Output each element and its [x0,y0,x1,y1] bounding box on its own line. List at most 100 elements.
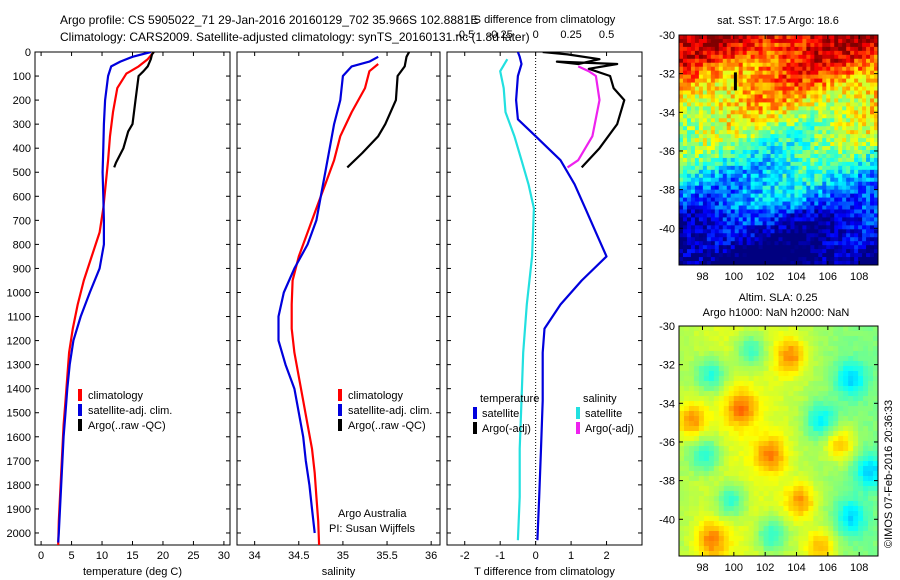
heatmap-cell [823,461,829,467]
heatmap-cell [822,134,827,139]
heatmap-cell [858,161,863,167]
heatmap-cell [858,197,863,203]
heatmap-cell [750,150,756,155]
heatmap-cell [753,466,760,472]
heatmap-cell [773,371,780,377]
heatmap-cell [679,177,684,183]
heatmap-cell [738,130,744,135]
heatmap-cell [802,110,807,115]
heatmap-cell [702,221,708,226]
heatmap-cell [714,42,720,48]
heatmap-cell [834,161,839,167]
heatmap-cell [790,177,796,183]
heatmap-cell [722,126,728,131]
heatmap-cell [743,436,750,442]
x-tick-label: 102 [756,271,774,283]
heatmap-cell [858,481,864,487]
heatmap-cell [683,521,690,527]
heatmap-cell [738,516,745,522]
heatmap-cell [870,66,875,72]
heatmap-cell [863,416,869,422]
heatmap-cell [738,456,745,462]
heatmap-cell [754,209,760,215]
heatmap-cell [758,62,764,68]
heatmap-cell [734,134,740,139]
heatmap-cell [854,249,859,254]
heatmap-cell [828,401,834,407]
heatmap-cell [818,257,823,262]
heatmap-cell [826,66,831,72]
heatmap-cell [734,233,740,238]
heatmap-cell [870,161,875,167]
heatmap-cell [742,241,748,246]
heatmap-cell [728,396,735,402]
heatmap-cell [798,486,804,492]
heatmap-cell [782,241,788,246]
heatmap-cell [748,426,755,432]
heatmap-cell [746,249,752,254]
heatmap-cell [782,122,788,127]
heatmap-cell [874,70,878,76]
heatmap-cell [778,461,785,467]
heatmap-cell [682,261,688,265]
heatmap-cell [850,62,855,68]
heatmap-cell [853,496,859,502]
heatmap-cell [793,456,799,462]
heatmap-cell [773,441,780,447]
heatmap-cell [818,225,823,230]
heatmap-cell [863,436,869,442]
heatmap-cell [770,197,776,203]
heatmap-cell [763,396,770,402]
heatmap-cell [766,217,772,222]
heatmap-cell [679,102,684,107]
x-tick-label: 25 [187,550,199,562]
heatmap-cell [688,481,695,487]
heatmap-cell [738,536,745,542]
legend-label: satellite [585,408,622,420]
heatmap-cell [690,177,696,183]
heatmap-cell [854,181,859,187]
heatmap-cell [766,122,772,127]
heatmap-cell [766,237,772,242]
heatmap-cell [798,169,803,175]
heatmap-cell [854,229,859,234]
heatmap-cell [874,122,878,127]
heatmap-cell [770,205,776,211]
heatmap-cell [833,541,839,547]
heatmap-cell [813,506,819,512]
heatmap-cell [846,150,851,155]
heatmap-cell [788,511,795,517]
heatmap-cell [838,233,843,238]
heatmap-cell [679,336,685,342]
heatmap-cell [679,466,685,472]
heatmap-cell [708,326,715,332]
heatmap-cell [794,118,799,123]
heatmap-cell [710,245,716,250]
heatmap-cell [830,261,835,265]
heatmap-cell [742,181,748,187]
heatmap-cell [830,257,835,262]
heatmap-cell [862,201,867,207]
s-diff-axis-label: S difference from climatology [474,14,616,26]
heatmap-cell [754,138,760,143]
heatmap-cell [730,62,736,68]
heatmap-cell [806,82,811,88]
heatmap-cell [690,201,696,207]
heatmap-cell [723,371,730,377]
heatmap-cell [798,361,804,367]
heatmap-cell [794,245,799,250]
heatmap-cell [773,351,780,357]
heatmap-cell [743,371,750,377]
heatmap-cell [774,142,780,147]
heatmap-cell [686,146,692,151]
heatmap-cell [703,511,710,517]
heatmap-cell [808,341,814,347]
heatmap-cell [714,161,720,167]
heatmap-cell [862,35,867,40]
heatmap-cell [854,58,859,64]
heatmap-cell [863,401,869,407]
heatmap-cell [848,436,854,442]
heatmap-cell [766,253,772,258]
heatmap-cell [718,426,725,432]
heatmap-cell [798,461,804,467]
